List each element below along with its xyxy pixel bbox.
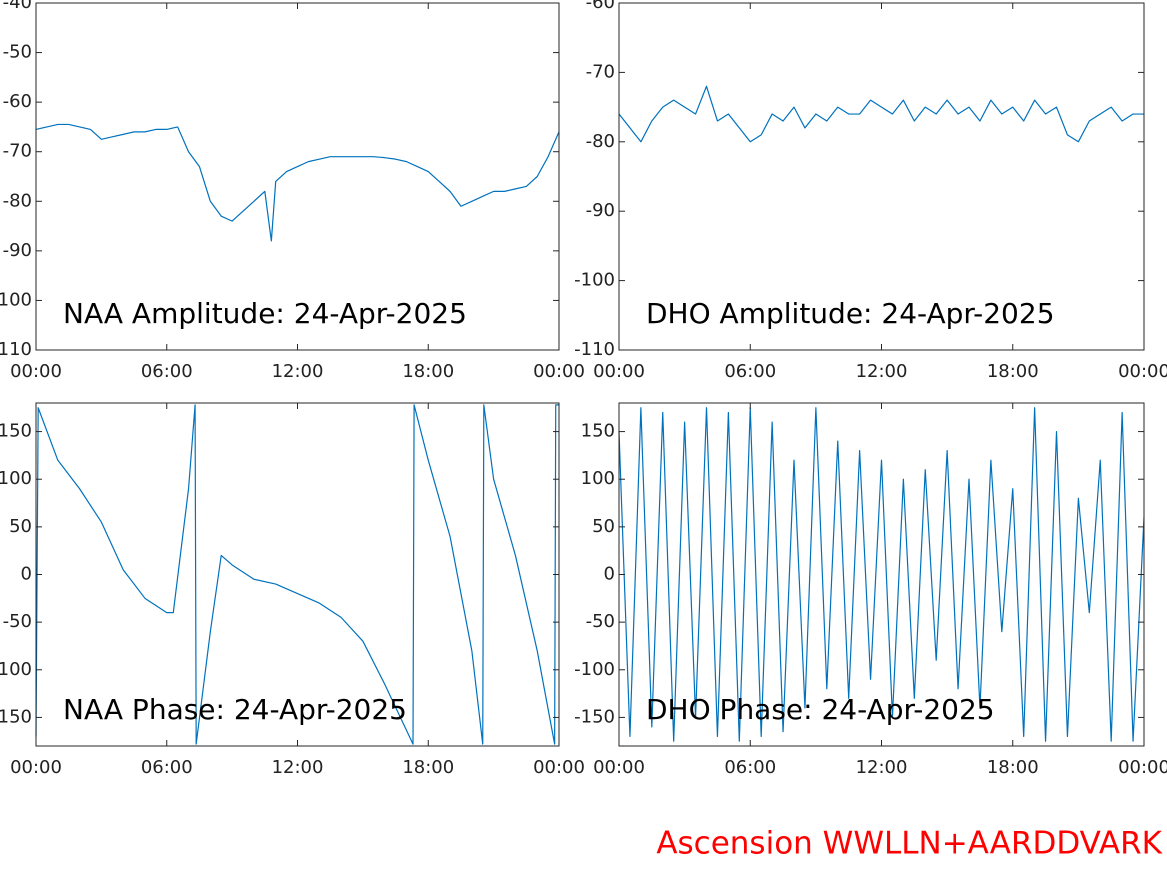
y-tick-label: -150 xyxy=(574,706,615,727)
y-tick-label: -70 xyxy=(3,141,32,162)
y-tick-label: -110 xyxy=(574,339,615,360)
y-tick-label: -80 xyxy=(3,190,32,211)
y-tick-label: -50 xyxy=(3,42,32,63)
x-tick-label: 00:00 xyxy=(1118,361,1167,382)
x-tick-label: 12:00 xyxy=(272,757,324,778)
data-line xyxy=(618,407,1145,742)
x-tick-label: 06:00 xyxy=(724,757,776,778)
y-tick-label: -100 xyxy=(574,270,615,291)
chart-title: DHO Phase: 24-Apr-2025 xyxy=(646,693,995,726)
chart-title: DHO Amplitude: 24-Apr-2025 xyxy=(646,297,1055,330)
y-tick-label: 100 xyxy=(0,468,32,489)
y-tick-label: 0 xyxy=(21,564,32,585)
y-tick-label: -90 xyxy=(586,200,615,221)
x-tick-label: 06:00 xyxy=(141,361,193,382)
footer-label: Ascension WWLLN+AARDDVARK xyxy=(656,826,1162,862)
x-tick-label: 18:00 xyxy=(402,757,454,778)
x-tick-label: 06:00 xyxy=(724,361,776,382)
y-tick-label: 50 xyxy=(592,516,615,537)
x-tick-label: 00:00 xyxy=(533,757,585,778)
x-tick-label: 00:00 xyxy=(593,361,645,382)
y-tick-label: -100 xyxy=(574,659,615,680)
y-tick-label: -50 xyxy=(3,611,32,632)
x-tick-label: 18:00 xyxy=(987,757,1039,778)
x-tick-label: 00:00 xyxy=(593,757,645,778)
y-tick-label: -60 xyxy=(586,0,615,13)
x-tick-label: 00:00 xyxy=(10,757,62,778)
y-tick-label: -70 xyxy=(586,61,615,82)
x-tick-label: 00:00 xyxy=(533,361,585,382)
x-tick-label: 18:00 xyxy=(402,361,454,382)
y-tick-label: -150 xyxy=(0,706,32,727)
x-tick-label: 12:00 xyxy=(856,361,908,382)
x-tick-label: 06:00 xyxy=(141,757,193,778)
y-tick-label: -80 xyxy=(586,131,615,152)
chart-title: NAA Amplitude: 24-Apr-2025 xyxy=(63,297,467,330)
y-tick-label: 0 xyxy=(604,564,615,585)
x-tick-label: 00:00 xyxy=(10,361,62,382)
y-tick-label: 150 xyxy=(0,421,32,442)
x-tick-label: 12:00 xyxy=(272,361,324,382)
y-tick-label: -100 xyxy=(0,289,32,310)
data-line xyxy=(618,85,1144,143)
x-tick-label: 18:00 xyxy=(987,361,1039,382)
y-tick-label: 50 xyxy=(9,516,32,537)
y-tick-label: -60 xyxy=(3,91,32,112)
y-tick-label: -40 xyxy=(3,0,32,13)
x-tick-label: 00:00 xyxy=(1118,757,1167,778)
y-tick-label: 100 xyxy=(581,468,615,489)
y-tick-label: -50 xyxy=(586,611,615,632)
data-line xyxy=(35,404,559,745)
y-tick-label: -90 xyxy=(3,240,32,261)
y-tick-label: -100 xyxy=(0,659,32,680)
y-tick-label: 150 xyxy=(581,421,615,442)
data-line xyxy=(35,123,560,242)
y-tick-label: -110 xyxy=(0,339,32,360)
x-tick-label: 12:00 xyxy=(856,757,908,778)
chart-title: NAA Phase: 24-Apr-2025 xyxy=(63,693,407,726)
